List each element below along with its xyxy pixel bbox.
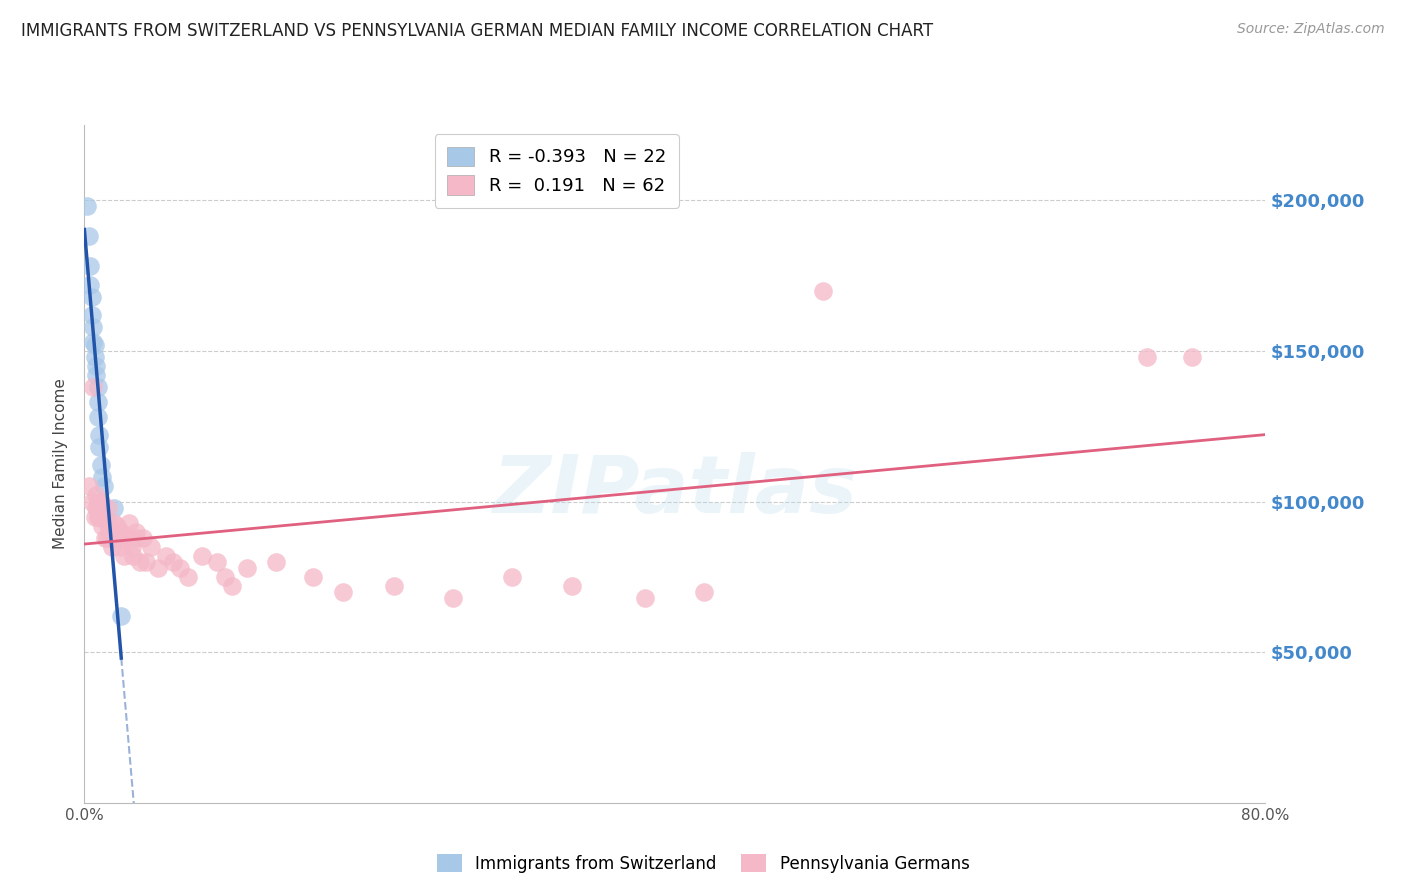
Point <box>89 428 111 442</box>
Point <box>82 380 104 394</box>
Point <box>94 531 117 545</box>
Point <box>96 516 118 530</box>
Point <box>97 500 120 515</box>
Point <box>221 579 243 593</box>
Point <box>89 500 111 515</box>
Point <box>112 549 135 563</box>
Point <box>80 494 103 508</box>
Point <box>77 229 100 244</box>
Point <box>86 410 108 425</box>
Point <box>129 555 152 569</box>
Point <box>108 540 131 554</box>
Point <box>302 570 325 584</box>
Point <box>121 540 143 554</box>
Point <box>811 284 834 298</box>
Point <box>100 531 122 545</box>
Point <box>96 531 118 545</box>
Point <box>264 555 288 569</box>
Point <box>93 479 115 493</box>
Point <box>98 518 121 533</box>
Point <box>139 540 162 554</box>
Point <box>135 555 157 569</box>
Point <box>501 570 523 584</box>
Point <box>214 570 236 584</box>
Point <box>103 500 125 515</box>
Point <box>148 561 170 575</box>
Point <box>105 518 128 533</box>
Point <box>86 494 108 508</box>
Point <box>107 531 129 545</box>
Point <box>118 531 141 545</box>
Point <box>441 591 464 605</box>
Text: IMMIGRANTS FROM SWITZERLAND VS PENNSYLVANIA GERMAN MEDIAN FAMILY INCOME CORRELAT: IMMIGRANTS FROM SWITZERLAND VS PENNSYLVA… <box>21 22 934 40</box>
Legend: R = -0.393   N = 22, R =  0.191   N = 62: R = -0.393 N = 22, R = 0.191 N = 62 <box>434 134 679 208</box>
Text: Source: ZipAtlas.com: Source: ZipAtlas.com <box>1237 22 1385 37</box>
Point <box>332 585 354 599</box>
Point <box>79 277 101 292</box>
Point <box>91 518 114 533</box>
Point <box>191 549 214 563</box>
Point <box>122 549 145 563</box>
Point <box>76 199 98 213</box>
Point <box>84 488 107 502</box>
Point <box>118 516 141 530</box>
Point <box>110 609 132 624</box>
Point <box>91 500 114 515</box>
Point <box>110 524 132 539</box>
Point <box>101 540 124 554</box>
Point <box>86 395 108 409</box>
Point <box>89 440 111 454</box>
Point <box>155 549 177 563</box>
Point <box>83 350 105 364</box>
Point <box>114 531 136 545</box>
Point <box>205 555 228 569</box>
Y-axis label: Median Family Income: Median Family Income <box>53 378 69 549</box>
Point <box>84 368 107 382</box>
Point <box>693 585 716 599</box>
Text: ZIPatlas: ZIPatlas <box>492 452 858 530</box>
Point <box>80 308 103 322</box>
Point <box>560 579 583 593</box>
Legend: Immigrants from Switzerland, Pennsylvania Germans: Immigrants from Switzerland, Pennsylvani… <box>430 847 976 880</box>
Point <box>80 290 103 304</box>
Point <box>93 509 115 524</box>
Point <box>90 494 112 508</box>
Point <box>84 500 107 515</box>
Point <box>86 380 108 394</box>
Point <box>84 359 107 373</box>
Point <box>86 509 108 524</box>
Point <box>83 509 105 524</box>
Point <box>77 479 100 493</box>
Point <box>83 338 105 352</box>
Point <box>89 509 111 524</box>
Point <box>125 524 148 539</box>
Point <box>125 531 148 545</box>
Point <box>634 591 657 605</box>
Point <box>162 555 184 569</box>
Point <box>169 561 191 575</box>
Point <box>1136 350 1159 364</box>
Point <box>82 319 104 334</box>
Point <box>91 470 114 484</box>
Point <box>103 531 125 545</box>
Point <box>177 570 200 584</box>
Point <box>111 531 134 545</box>
Point <box>132 531 155 545</box>
Point <box>82 334 104 349</box>
Point <box>236 561 259 575</box>
Point <box>382 579 406 593</box>
Point <box>79 260 101 274</box>
Point <box>1181 350 1204 364</box>
Point <box>90 458 112 473</box>
Point <box>103 516 125 530</box>
